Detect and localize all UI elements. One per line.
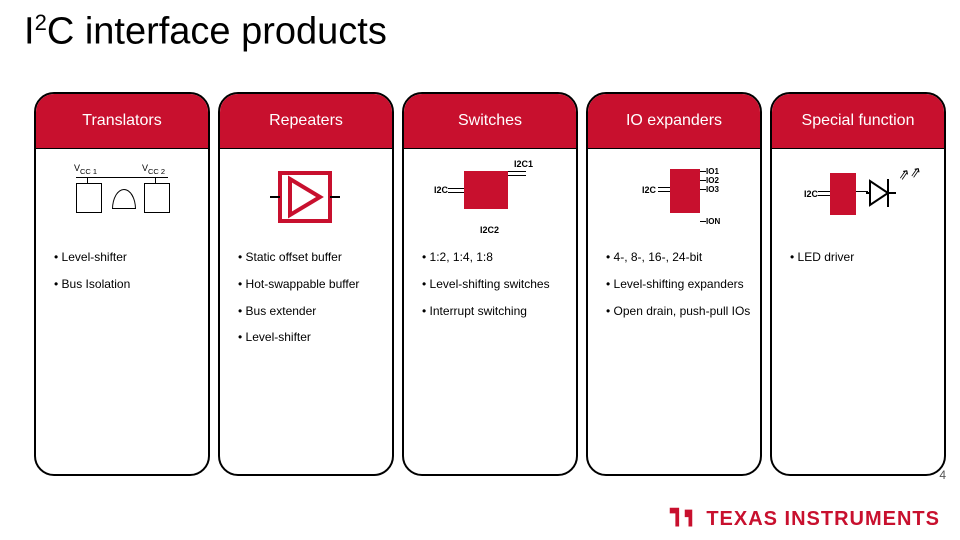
bullet: Level-shifting switches bbox=[422, 276, 568, 293]
label-in: I2C bbox=[434, 185, 448, 195]
ti-logo-icon bbox=[666, 504, 696, 534]
expander-block-icon bbox=[670, 169, 700, 213]
label-ion: ION bbox=[706, 217, 720, 226]
card-switches: Switches I2C I2C1 I2C2 1:2, 1:4, 1:8 Lev… bbox=[402, 92, 578, 476]
bullet: 4-, 8-, 16-, 24-bit bbox=[606, 249, 752, 266]
footer-brand: TEXAS INSTRUMENTS bbox=[666, 504, 940, 534]
card-header: Translators bbox=[36, 94, 208, 149]
label-in: I2C bbox=[804, 189, 818, 199]
label-in: I2C bbox=[642, 185, 656, 195]
label-out2: I2C2 bbox=[480, 225, 499, 235]
driver-block-icon bbox=[830, 173, 856, 215]
bullet: Level-shifter bbox=[238, 329, 384, 346]
led-rays-icon: ⇗⇗ bbox=[897, 163, 923, 184]
vcc2-label: VCC 2 bbox=[142, 163, 165, 176]
vcc1-label: VCC 1 bbox=[74, 163, 97, 176]
bullet-list: 4-, 8-, 16-, 24-bit Level-shifting expan… bbox=[588, 245, 760, 319]
diagram-io-expanders: I2C IO1 IO2 IO3 ION bbox=[588, 149, 760, 245]
page-number: 4 bbox=[939, 468, 946, 482]
bullet: Bus Isolation bbox=[54, 276, 200, 293]
bullet: LED driver bbox=[790, 249, 936, 266]
bullet-list: Static offset buffer Hot-swappable buffe… bbox=[220, 245, 392, 346]
mux-block-icon bbox=[464, 171, 508, 209]
bullet-list: LED driver bbox=[772, 245, 944, 266]
card-header: Special function bbox=[772, 94, 944, 149]
label-out1: I2C1 bbox=[514, 159, 533, 169]
brand-text: TEXAS INSTRUMENTS bbox=[706, 508, 940, 531]
page-title: I2C interface products bbox=[24, 10, 387, 54]
diagram-switches: I2C I2C1 I2C2 bbox=[404, 149, 576, 245]
bullet-list: 1:2, 1:4, 1:8 Level-shifting switches In… bbox=[404, 245, 576, 319]
card-translators: Translators VCC 1 VCC 2 Level-shifter Bu… bbox=[34, 92, 210, 476]
card-header: Repeaters bbox=[220, 94, 392, 149]
label-io2: IO2 bbox=[706, 176, 719, 185]
diagram-special-function: I2C ⇗⇗ bbox=[772, 149, 944, 245]
bullet: Interrupt switching bbox=[422, 303, 568, 320]
label-io3: IO3 bbox=[706, 185, 719, 194]
diagram-repeaters bbox=[220, 149, 392, 245]
bullet: Static offset buffer bbox=[238, 249, 384, 266]
card-header: Switches bbox=[404, 94, 576, 149]
led-diode-icon bbox=[866, 173, 900, 213]
bullet: Level-shifter bbox=[54, 249, 200, 266]
bullet: Level-shifting expanders bbox=[606, 276, 752, 293]
bullet: 1:2, 1:4, 1:8 bbox=[422, 249, 568, 266]
card-io-expanders: IO expanders I2C IO1 IO2 IO3 ION 4-, 8-,… bbox=[586, 92, 762, 476]
card-repeaters: Repeaters Static offset buffer Hot-swapp… bbox=[218, 92, 394, 476]
bullet: Hot-swappable buffer bbox=[238, 276, 384, 293]
bullet: Bus extender bbox=[238, 303, 384, 320]
card-special-function: Special function I2C ⇗⇗ LED driver bbox=[770, 92, 946, 476]
label-io1: IO1 bbox=[706, 167, 719, 176]
buffer-icon bbox=[270, 167, 340, 227]
diagram-translators: VCC 1 VCC 2 bbox=[36, 149, 208, 245]
bullet-list: Level-shifter Bus Isolation bbox=[36, 245, 208, 293]
card-header: IO expanders bbox=[588, 94, 760, 149]
bullet: Open drain, push-pull IOs bbox=[606, 303, 752, 320]
